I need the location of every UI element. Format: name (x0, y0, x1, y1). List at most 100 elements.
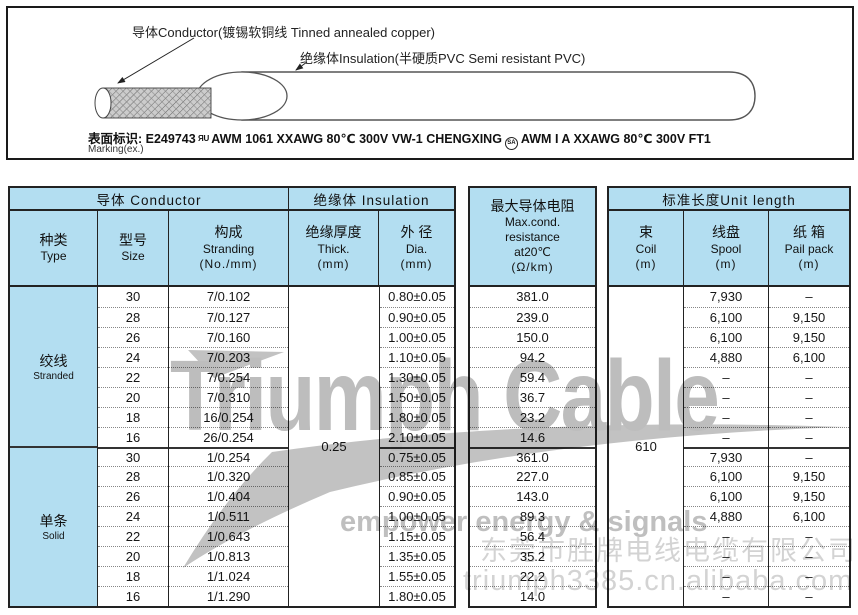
group-header-conductor: 导体 Conductor (10, 188, 288, 209)
cell-size: 22 (98, 366, 168, 387)
cell-res: 381.0 (516, 289, 549, 305)
type-column: 绞线 Stranded 单条 Solid (10, 287, 97, 606)
cell-res: 56.4 (470, 526, 595, 546)
cell-res: 59.4 (470, 366, 595, 387)
cell-stranding: 1/0.813 (169, 546, 288, 566)
coil-column: 610 (609, 287, 683, 606)
cell-size: 18 (98, 406, 168, 427)
cell-spool: 6,100 (684, 326, 768, 347)
cell-stranding: 26/0.254 (169, 426, 288, 447)
unit-length-table: 标准长度Unit length 束 Coil (m) 线盘 Spool (m) … (607, 186, 851, 608)
cell-stranding: 1/0.643 (169, 526, 288, 546)
cell-pail: – (769, 386, 849, 407)
cell-res: 239.0 (470, 306, 595, 327)
cell-pail: – (769, 446, 849, 467)
cell-size: 30 (125, 289, 141, 305)
csa-mark-icon: SA (504, 137, 518, 150)
diameter-column: 0.80±0.05 0.90±0.05 1.00±0.05 1.10±0.05 1.30… (379, 287, 454, 606)
conductor-arrow (117, 37, 195, 84)
cell-spool: 7,930 (684, 446, 768, 467)
cell-pail: – (769, 406, 849, 427)
cell-size: 16 (98, 426, 168, 447)
cell-spool: – (684, 426, 768, 447)
cell-res: 36.7 (470, 386, 595, 407)
cell-spool: 4,880 (684, 506, 768, 526)
cell-dia: 1.80±0.05 (380, 406, 454, 427)
surface-marking: 表面标识: E249743RRUUAWM 1061 XXAWG 80℃ 300V… (88, 128, 711, 150)
cell-pail: 9,150 (769, 466, 849, 486)
cell-spool: – (684, 586, 768, 606)
col-header-spool: 线盘 Spool (m) (683, 211, 768, 285)
cell-pail: – (769, 426, 849, 447)
size-column: 30 28 26 24 22 20 18 16 30 28 26 24 22 20 18 16 (97, 287, 168, 606)
cell-res: 89.3 (470, 506, 595, 526)
cell-stranding: 7/0.254 (169, 366, 288, 387)
cell-dia: 0.90±0.05 (380, 486, 454, 506)
cell-pail: 9,150 (769, 326, 849, 347)
cell-spool: 6,100 (684, 306, 768, 327)
cell-pail: 6,100 (769, 506, 849, 526)
cell-spool: – (684, 406, 768, 427)
cell-stranding: 7/0.203 (169, 346, 288, 367)
stranding-column: 7/0.102 7/0.127 7/0.160 7/0.203 7/0.254 7/0.3… (168, 287, 288, 606)
col-header-size: 型号 Size (97, 211, 168, 285)
cell-dia: 1.10±0.05 (380, 346, 454, 367)
cell-res: 143.0 (470, 486, 595, 506)
cell-dia: 1.30±0.05 (380, 366, 454, 387)
conductor-label: 导体Conductor(镀锡软铜线 Tinned annealed copper… (132, 25, 435, 40)
thickness-merged-cell: 0.25 (321, 439, 347, 454)
conductor-body (102, 87, 212, 119)
cell-spool: 7,930 (709, 289, 743, 305)
cell-stranding: 16/0.254 (169, 406, 288, 427)
cell-dia: 0.85±0.05 (380, 466, 454, 486)
cell-pail: – (769, 566, 849, 586)
cell-stranding: 1/0.320 (169, 466, 288, 486)
cell-spool: – (684, 366, 768, 387)
cell-spool: – (684, 566, 768, 586)
cell-stranding: 1/1.290 (169, 586, 288, 606)
cell-stranding: 7/0.310 (169, 386, 288, 407)
cell-dia: 1.00±0.05 (380, 326, 454, 347)
cell-spool: 4,880 (684, 346, 768, 367)
cell-res: 14.0 (470, 586, 595, 606)
cell-size: 24 (98, 346, 168, 367)
cell-size: 28 (98, 306, 168, 327)
cell-pail: – (769, 586, 849, 606)
thickness-column: 0.25 (288, 287, 379, 606)
cell-pail: 9,150 (769, 306, 849, 327)
cell-size: 18 (98, 566, 168, 586)
ul-recognized-icon: RRUU (197, 134, 210, 143)
cell-spool: – (684, 526, 768, 546)
col-header-pail-pack: 纸 箱 Pail pack (m) (768, 211, 849, 285)
cell-stranding: 7/0.160 (169, 326, 288, 347)
marking-mid: AWM 1061 XXAWG 80℃ 300V VW-1 CHENGXING (211, 132, 502, 146)
cell-res: 35.2 (470, 546, 595, 566)
cell-size: 26 (98, 486, 168, 506)
cell-dia: 0.75±0.05 (380, 446, 454, 467)
col-header-diameter: 外 径 Dia. (mm) (378, 211, 454, 285)
conductor-end-cap (94, 87, 112, 119)
resistance-column: 381.0 239.0 150.0 94.2 59.4 36.7 23.2 14.6 361.0… (470, 287, 595, 606)
cell-res: 227.0 (470, 466, 595, 486)
cell-size: 24 (98, 506, 168, 526)
insulation-arrow (295, 61, 308, 71)
cell-size: 20 (98, 546, 168, 566)
cell-pail: – (805, 289, 813, 305)
cell-res: 94.2 (470, 346, 595, 367)
cell-stranding: 1/0.511 (169, 506, 288, 526)
cell-dia: 1.35±0.05 (380, 546, 454, 566)
cell-size: 22 (98, 526, 168, 546)
col-header-type: 种类 Type (10, 211, 97, 285)
cell-stranding: 1/0.404 (169, 486, 288, 506)
cell-stranding: 7/0.102 (206, 289, 251, 305)
cell-pail: – (769, 526, 849, 546)
cell-size: 28 (98, 466, 168, 486)
cell-dia: 1.55±0.05 (380, 566, 454, 586)
col-header-stranding: 构成 Stranding (No./mm) (168, 211, 288, 285)
type-cell-stranded: 绞线 Stranded (33, 352, 74, 382)
cell-spool: 6,100 (684, 486, 768, 506)
cable-drawing (94, 37, 756, 121)
col-header-resistance: 最大导体电阻 Max.cond. resistance at20℃ (Ω/km) (470, 188, 595, 287)
insulation-body (241, 71, 756, 121)
